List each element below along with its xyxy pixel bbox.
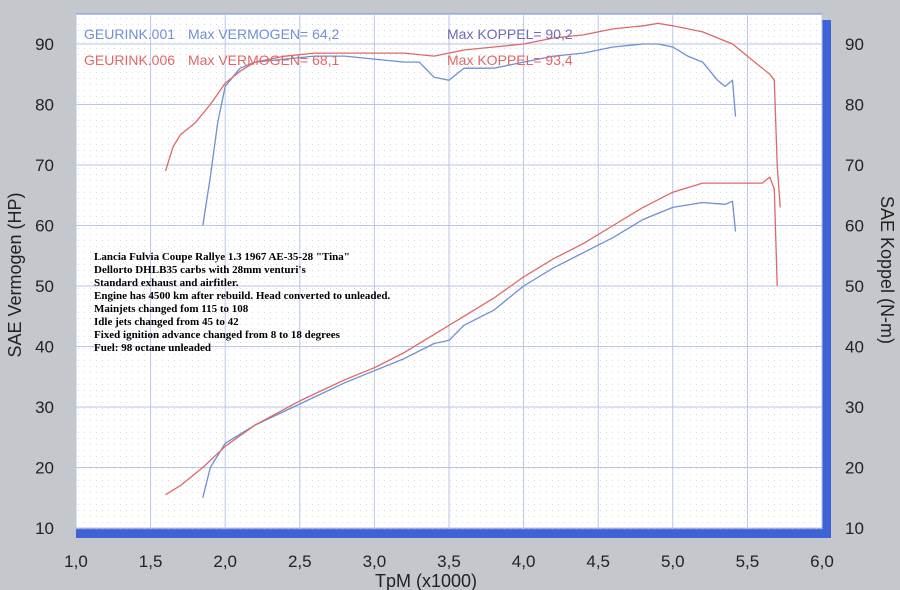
y-tick-label-left: 30	[35, 398, 54, 417]
frame-shadow-right	[822, 20, 831, 538]
y-tick-label-right: 90	[845, 35, 864, 54]
legend-torque-1: Max KOPPEL= 90,2	[447, 26, 573, 42]
annotation-line: Mainjets changed fom 115 to 108	[94, 303, 249, 315]
y-tick-label-right: 70	[845, 156, 864, 175]
y-tick-label-right: 40	[845, 338, 864, 357]
annotation-line: Engine has 4500 km after rebuild. Head c…	[94, 290, 391, 302]
legend-power-1: Max VERMOGEN= 64,2	[188, 26, 340, 42]
x-axis-title: TpM (x1000)	[375, 571, 477, 590]
y-tick-label-right: 60	[845, 217, 864, 236]
y-tick-label-left: 60	[35, 217, 54, 236]
y-tick-label-left: 80	[35, 96, 54, 115]
y-tick-label-left: 90	[35, 35, 54, 54]
x-tick-label: 3,0	[363, 552, 387, 571]
y-tick-label-right: 30	[845, 398, 864, 417]
x-tick-label: 1,0	[64, 552, 88, 571]
y-tick-label-right: 50	[845, 277, 864, 296]
x-tick-label: 4,5	[586, 552, 610, 571]
y-tick-label-left: 40	[35, 338, 54, 357]
y-tick-label-left: 20	[35, 459, 54, 478]
x-tick-label: 5,0	[661, 552, 685, 571]
annotation-line: Idle jets changed from 45 to 42	[94, 316, 239, 328]
series-power-geurink-006	[165, 176, 778, 496]
annotation-line: Standard exhaust and airfitler.	[94, 277, 239, 289]
x-tick-label: 5,5	[736, 552, 760, 571]
x-tick-label: 4,0	[512, 552, 536, 571]
y-tick-label-right: 10	[845, 519, 864, 538]
legend-power-2: Max VERMOGEN= 68,1	[188, 52, 340, 68]
y-tick-label-left: 10	[35, 519, 54, 538]
annotation-line: Lancia Fulvia Coupe Rallye 1.3 1967 AE-3…	[94, 251, 350, 263]
annotation-line: Fixed ignition advance changed from 8 to…	[94, 329, 341, 341]
x-tick-label: 3,5	[437, 552, 461, 571]
annotation-block: Lancia Fulvia Coupe Rallye 1.3 1967 AE-3…	[94, 251, 391, 354]
x-tick-label: 6,0	[810, 552, 834, 571]
y-tick-label-right: 80	[845, 96, 864, 115]
series-torque-geurink-006	[164, 22, 781, 208]
x-tick-label: 2,5	[288, 552, 312, 571]
y-axis-title-left: SAE Vermogen (HP)	[5, 192, 25, 357]
y-tick-label-left: 50	[35, 277, 54, 296]
legend-run-1: GEURINK.001	[84, 26, 175, 42]
y-tick-label-right: 20	[845, 459, 864, 478]
series-power-geurink-001	[202, 200, 737, 498]
frame-shadow-bottom	[76, 529, 831, 538]
legend-run-2: GEURINK.006	[84, 52, 175, 68]
annotation-line: Fuel: 98 octane unleaded	[94, 342, 211, 354]
y-tick-label-left: 70	[35, 156, 54, 175]
y-axis-title-right: SAE Koppel (N-m)	[877, 196, 897, 344]
legend-torque-2: Max KOPPEL= 93,4	[447, 52, 573, 68]
x-tick-label: 1,5	[139, 552, 163, 571]
x-tick-label: 2,0	[213, 552, 237, 571]
legend: GEURINK.001 Max VERMOGEN= 64,2 Max KOPPE…	[84, 26, 573, 68]
annotation-line: Dellorto DHLB35 carbs with 28mm venturi'…	[94, 264, 306, 276]
series-torque-geurink-001	[202, 43, 737, 226]
